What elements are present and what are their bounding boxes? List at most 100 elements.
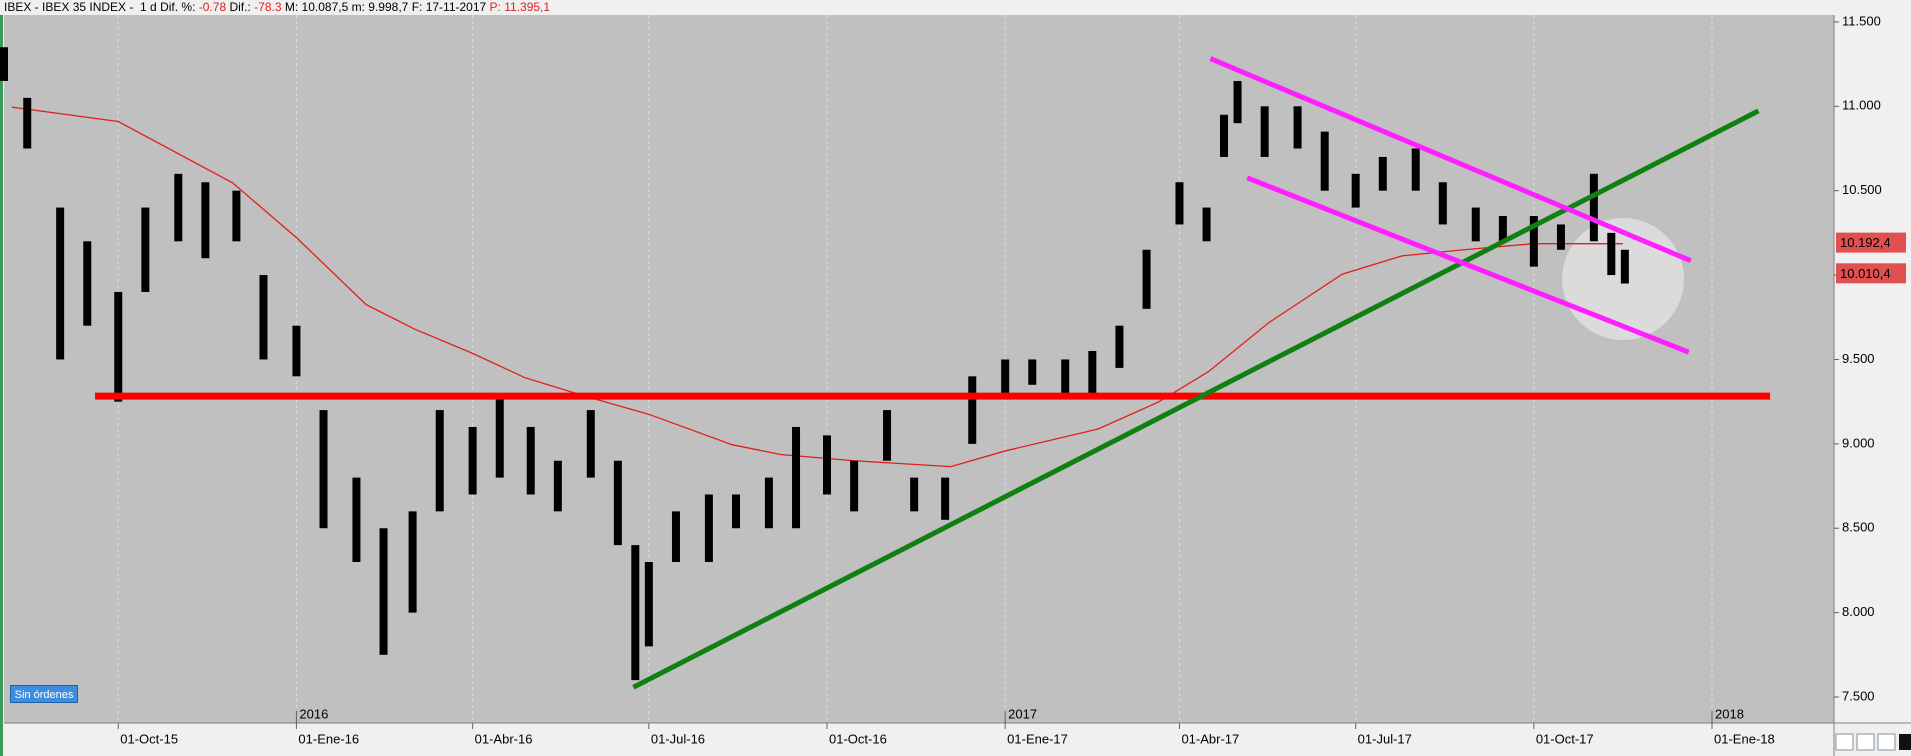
price-bar: [1351, 173, 1360, 208]
price-bar: [0, 47, 8, 81]
price-bar: [968, 376, 977, 444]
price-bar: [319, 410, 328, 529]
y-tick-label: 11.000: [1842, 98, 1881, 113]
left-border: [0, 15, 3, 756]
price-bar: [56, 207, 65, 360]
header-value: -0.78: [198, 0, 227, 14]
y-tick-label: 9.500: [1842, 351, 1875, 366]
x-tick-label: 01-Oct-17: [1536, 731, 1594, 746]
header-value: -78.3: [254, 0, 282, 14]
icon-button[interactable]: [1899, 734, 1911, 750]
x-tick-label: 01-Oct-16: [829, 731, 887, 746]
price-bar: [764, 477, 773, 529]
symbol: IBEX - IBEX 35 INDEX - 1 d: [4, 0, 157, 14]
price-bar: [1620, 249, 1629, 284]
price-bar: [174, 173, 183, 242]
header-label: Dif.:: [229, 0, 251, 14]
price-bar: [408, 511, 417, 613]
price-bar: [1115, 325, 1124, 368]
price-bar: [468, 426, 477, 495]
header-label: P:: [489, 0, 501, 14]
price-bar: [1260, 106, 1269, 157]
header: IBEX - IBEX 35 INDEX - 1 d Dif. %: -0.78…: [4, 0, 550, 15]
price-bar: [1438, 182, 1447, 225]
year-label: 2017: [1008, 706, 1037, 721]
price-bar: [1220, 114, 1228, 157]
price-marker: [1836, 232, 1906, 253]
price-bar: [352, 477, 361, 562]
price-bar: [259, 275, 268, 360]
price-bar: [1320, 131, 1329, 191]
price-bar: [232, 190, 241, 242]
price-bar: [1498, 216, 1507, 242]
price-bar: [586, 410, 595, 478]
price-bar: [1061, 359, 1070, 394]
price-bar: [792, 426, 801, 529]
header-label: M:: [284, 0, 299, 14]
price-bar: [1001, 359, 1010, 394]
price-bar: [1529, 216, 1538, 267]
y-tick-label: 10.500: [1842, 182, 1882, 197]
x-tick-label: 01-Ene-16: [298, 731, 359, 746]
header-label: F:: [411, 0, 423, 14]
header-value: 11.395,1: [504, 0, 551, 14]
price-bar: [379, 528, 388, 655]
price-marker-label: 10.192,4: [1840, 235, 1891, 250]
price-bar: [1293, 106, 1302, 149]
price-bar: [435, 410, 444, 512]
year-label: 2018: [1715, 706, 1744, 721]
header-value: 9.998,7: [368, 0, 409, 14]
price-bar: [1028, 359, 1037, 385]
icon-button[interactable]: [1835, 733, 1854, 751]
price-bar: [1556, 224, 1565, 250]
price-bar: [644, 561, 653, 647]
y-tick-label: 8.000: [1842, 604, 1875, 619]
price-bar: [201, 182, 210, 259]
header-value: 17-11-2017: [425, 0, 487, 14]
price-bar: [495, 393, 504, 478]
year-label: 2016: [299, 706, 328, 721]
x-tick-label: 01-Jul-17: [1358, 731, 1412, 746]
price-marker: [1836, 263, 1906, 284]
icon-button[interactable]: [1856, 733, 1875, 751]
x-tick-label: 01-Ene-18: [1714, 731, 1775, 746]
price-bar: [292, 325, 301, 377]
orders-button[interactable]: Sin órdenes: [10, 685, 78, 703]
price-bar: [823, 435, 832, 495]
x-tick-label: 01-Ene-17: [1007, 731, 1068, 746]
trend-line: [1209, 56, 1692, 264]
price-bar: [704, 494, 713, 562]
price-bar: [141, 207, 150, 292]
price-bar: [1607, 232, 1616, 276]
price-bar: [1471, 207, 1480, 242]
price-bar: [732, 494, 740, 529]
header-value: 10.087,5: [301, 0, 349, 14]
header-label: m:: [351, 0, 365, 14]
y-tick-label: 8.500: [1842, 520, 1875, 535]
moving-average: [11, 106, 1623, 468]
price-bar: [1589, 173, 1598, 242]
price-bar: [1175, 182, 1184, 225]
x-tick-label: 01-Jul-16: [651, 731, 705, 746]
plot-area: [4, 15, 1834, 723]
price-bar: [631, 545, 640, 681]
price-bar: [883, 410, 892, 461]
x-tick-label: 01-Abr-17: [1181, 731, 1239, 746]
icon-button[interactable]: [1877, 733, 1896, 751]
x-tick-label: 01-Abr-16: [475, 731, 533, 746]
y-tick-label: 9.000: [1842, 435, 1875, 450]
price-bar: [1378, 156, 1387, 191]
price-bar: [613, 460, 622, 546]
y-tick-label: 7.500: [1842, 688, 1875, 703]
price-bar: [910, 477, 919, 512]
price-bar: [1202, 207, 1211, 242]
price-bar: [83, 241, 92, 326]
price-bar: [114, 291, 123, 402]
header-label: Dif. %:: [160, 0, 196, 14]
price-bar: [23, 97, 32, 149]
price-bar: [941, 477, 950, 520]
price-bar: [1088, 351, 1097, 394]
price-bar: [553, 460, 562, 512]
trend-line: [1246, 175, 1690, 355]
